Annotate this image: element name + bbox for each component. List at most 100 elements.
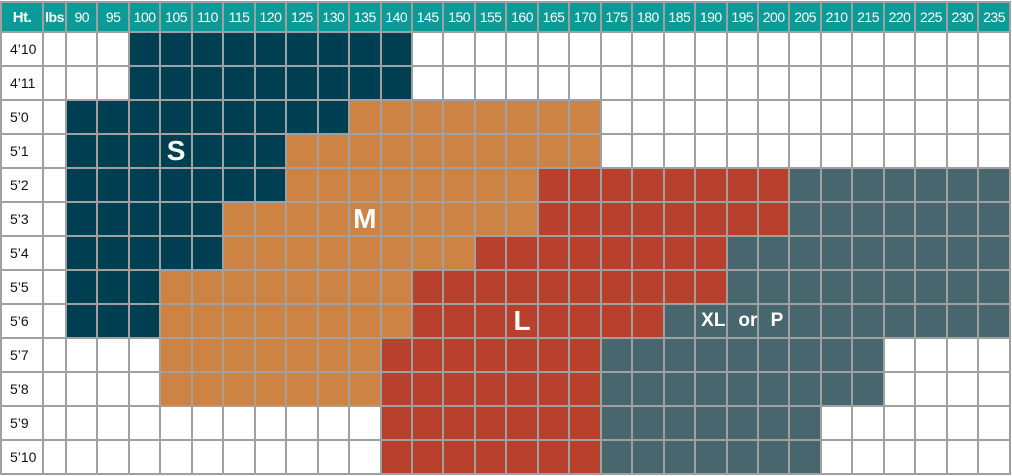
size-cell-L	[662, 235, 697, 271]
height-cell: 4’11	[0, 65, 44, 101]
size-cell-M	[348, 269, 382, 305]
size-cell-M	[442, 167, 476, 203]
size-cell-M: M	[348, 201, 382, 237]
size-cell-M	[536, 133, 571, 169]
size-cell-M	[159, 371, 193, 407]
height-cell: 5’9	[0, 405, 44, 441]
size-cell-M	[285, 303, 319, 339]
size-cell-L	[473, 371, 508, 407]
size-cell-S	[253, 65, 288, 101]
size-cell-L	[631, 235, 665, 271]
empty-cell	[631, 31, 665, 67]
size-cell-M	[442, 201, 476, 237]
size-cell-X	[914, 167, 948, 203]
size-cell-L	[568, 269, 602, 305]
table-row: 5’7	[0, 337, 1011, 373]
size-cell-S	[64, 269, 99, 305]
empty-cell	[190, 439, 225, 475]
size-cell-S	[222, 167, 256, 203]
weight-column-header: 200	[756, 1, 791, 33]
size-cell-L	[662, 269, 697, 305]
size-cell-L	[473, 235, 508, 271]
size-cell-S	[96, 303, 130, 339]
size-cell-L	[725, 201, 759, 237]
size-cell-X	[788, 235, 822, 271]
size-cell-L	[379, 439, 413, 475]
empty-cell	[64, 337, 99, 373]
size-cell-M	[222, 269, 256, 305]
empty-cell	[882, 405, 917, 441]
size-cell-X	[788, 167, 822, 203]
table-row: 4’10	[0, 31, 1011, 67]
weight-column-header: 190	[694, 1, 728, 33]
size-cell-S	[96, 235, 130, 271]
size-cell-S	[127, 269, 162, 305]
empty-cell	[945, 31, 980, 67]
size-cell-S	[127, 303, 162, 339]
size-cell-X	[788, 337, 822, 373]
size-cell-L	[536, 405, 571, 441]
size-cell-L	[505, 337, 539, 373]
table-row: 5’8	[0, 371, 1011, 407]
empty-cell	[819, 65, 854, 101]
size-cell-M	[222, 235, 256, 271]
size-cell-X	[662, 371, 697, 407]
size-cell-X	[819, 371, 854, 407]
size-cell-L	[694, 167, 728, 203]
size-cell-M	[285, 371, 319, 407]
size-cell-M	[379, 303, 413, 339]
empty-cell	[127, 371, 162, 407]
lbs-spacer-cell	[42, 133, 67, 169]
size-cell-M	[190, 303, 225, 339]
size-cell-S	[348, 31, 382, 67]
empty-cell	[568, 31, 602, 67]
empty-cell	[694, 65, 728, 101]
empty-cell	[348, 405, 382, 441]
size-cell-M	[348, 133, 382, 169]
size-cell-X	[882, 303, 917, 339]
weight-column-header: 175	[599, 1, 634, 33]
size-cell-M	[442, 133, 476, 169]
size-cell-M	[316, 167, 351, 203]
height-cell: 5’7	[0, 337, 44, 373]
empty-cell	[788, 99, 822, 135]
height-header: Ht.	[0, 1, 44, 33]
empty-cell	[253, 439, 288, 475]
size-cell-L	[599, 235, 634, 271]
size-cell-S	[159, 167, 193, 203]
size-cell-S	[64, 303, 99, 339]
size-cell-M	[442, 99, 476, 135]
empty-cell	[96, 439, 130, 475]
size-cell-X	[914, 201, 948, 237]
size-cell-M	[379, 235, 413, 271]
height-cell: 5’8	[0, 371, 44, 407]
empty-cell	[694, 133, 728, 169]
size-cell-L	[473, 405, 508, 441]
lbs-spacer-cell	[42, 99, 67, 135]
size-cell-X	[725, 371, 759, 407]
empty-cell	[882, 337, 917, 373]
size-cell-X	[851, 371, 885, 407]
size-cell-L	[568, 439, 602, 475]
size-cell-X	[882, 201, 917, 237]
empty-cell	[473, 31, 508, 67]
size-cell-X	[725, 439, 759, 475]
table-row: 5’6 L XL or P	[0, 303, 1011, 339]
size-cell-S	[285, 31, 319, 67]
empty-cell	[662, 133, 697, 169]
size-cell-X	[882, 167, 917, 203]
weight-column-header: 140	[379, 1, 413, 33]
empty-cell	[914, 371, 948, 407]
empty-cell	[631, 133, 665, 169]
size-cell-X	[756, 303, 791, 339]
weight-column-header: 115	[222, 1, 256, 33]
size-cell-X	[662, 405, 697, 441]
empty-cell	[127, 337, 162, 373]
size-cell-X	[662, 303, 697, 339]
weight-column-header: 90	[64, 1, 99, 33]
size-cell-M	[159, 303, 193, 339]
weight-column-header: 145	[410, 1, 445, 33]
size-cell-L	[631, 303, 665, 339]
empty-cell	[977, 337, 1011, 373]
size-cell-X	[631, 337, 665, 373]
